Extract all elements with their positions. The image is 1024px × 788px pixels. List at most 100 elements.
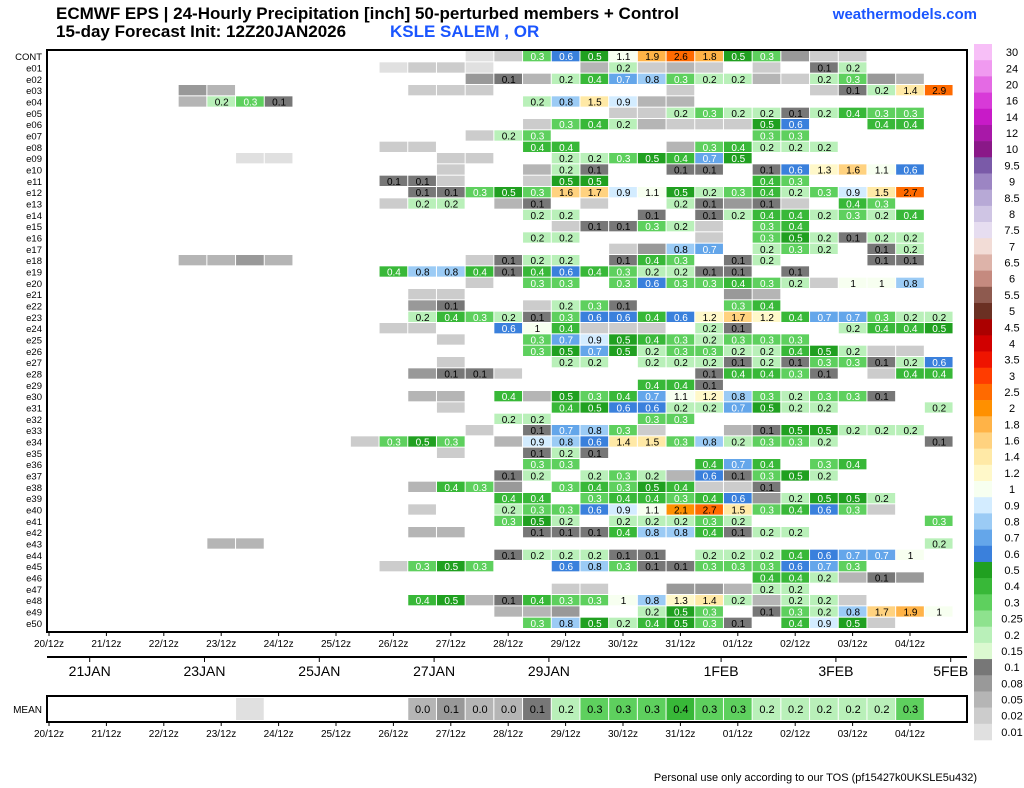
cell-value-label: 0.3 bbox=[760, 438, 774, 449]
heatmap-cell: 0.1 bbox=[924, 436, 953, 449]
date-label: 21JAN bbox=[69, 663, 111, 679]
cell-value-label: 0.2 bbox=[416, 200, 430, 211]
colorbar-label: 8 bbox=[1009, 209, 1015, 221]
heatmap-cell: 0.1 bbox=[723, 255, 752, 267]
heatmap-cell: 0.2 bbox=[609, 617, 637, 630]
heatmap-cell: 0.6 bbox=[609, 402, 637, 415]
heatmap-cell: 0.1 bbox=[695, 368, 723, 381]
heatmap-cell bbox=[781, 73, 810, 84]
heatmap-cell: 0.3 bbox=[494, 515, 523, 528]
cell-value-label: 0.2 bbox=[617, 120, 631, 131]
cell-value-label: 0.2 bbox=[932, 404, 946, 415]
colorbar-label: 2 bbox=[1009, 403, 1015, 415]
heatmap-cell: 1.2 bbox=[695, 391, 723, 403]
brand-link[interactable]: weathermodels.com bbox=[832, 6, 977, 23]
heatmap-cell: 0.1 bbox=[723, 470, 752, 483]
cell-value-label: 0.5 bbox=[731, 154, 745, 165]
cell-value-label: 0.7 bbox=[846, 313, 860, 324]
cell-value-label: 0.2 bbox=[731, 517, 745, 528]
cell-value-label: 0.4 bbox=[760, 211, 774, 222]
cell-value-label: 0.2 bbox=[559, 517, 573, 528]
cell-value-label: 0.1 bbox=[760, 608, 774, 619]
heatmap-cell: 1 bbox=[924, 606, 953, 619]
colorbar-label: 9.5 bbox=[1004, 160, 1019, 172]
cell-value-label: 0.5 bbox=[588, 404, 602, 415]
heatmap-cell: 0.3 bbox=[752, 561, 781, 573]
member-label: e30 bbox=[26, 392, 42, 403]
heatmap-cell: 0.4 bbox=[637, 493, 666, 505]
heatmap-cell: 1.4 bbox=[896, 85, 924, 97]
cell-value-label: 0.3 bbox=[559, 483, 573, 494]
heatmap-cell: 0.3 bbox=[695, 561, 723, 573]
cell-value-label: 0.2 bbox=[588, 358, 602, 369]
heatmap-cell bbox=[637, 243, 666, 254]
member-label: e18 bbox=[26, 256, 42, 267]
heatmap-cell: 0.7 bbox=[838, 311, 867, 324]
cell-value-label: 0.1 bbox=[875, 392, 889, 403]
heatmap-cell: 0.9 bbox=[580, 334, 609, 347]
cell-value-label: 0.3 bbox=[617, 279, 631, 290]
heatmap-cell bbox=[523, 73, 551, 84]
heatmap-cell bbox=[781, 51, 810, 62]
heatmap-cell: 0.2 bbox=[752, 583, 781, 596]
cell-value-label: 0.8 bbox=[559, 438, 573, 449]
heatmap-cell: 0.4 bbox=[781, 221, 810, 233]
cell-value-label: 0.3 bbox=[387, 438, 401, 449]
heatmap-cell: 1.1 bbox=[666, 391, 695, 403]
heatmap-cell: 0.2 bbox=[781, 277, 810, 290]
cell-value-label: 0.2 bbox=[789, 392, 803, 403]
cell-value-label: 0.2 bbox=[559, 166, 573, 177]
cell-value-label: 0.2 bbox=[760, 585, 774, 596]
heatmap-cell: 0.3 bbox=[695, 345, 723, 358]
cell-value-label: 0.5 bbox=[617, 336, 631, 347]
heatmap-cell bbox=[637, 96, 666, 107]
heatmap-cell bbox=[207, 85, 236, 96]
cell-value-label: 0.3 bbox=[760, 392, 774, 403]
heatmap-cell: 0.5 bbox=[752, 402, 781, 415]
colorbar-swatch bbox=[974, 529, 992, 547]
heatmap-cell bbox=[350, 436, 379, 447]
heatmap-cell: 0.8 bbox=[436, 266, 465, 279]
cell-value-label: 0.3 bbox=[789, 608, 803, 619]
cell-value-label: 0.3 bbox=[731, 188, 745, 199]
heatmap-cell: 0.3 bbox=[666, 277, 695, 290]
cell-value-label: 0.3 bbox=[789, 336, 803, 347]
heatmap-cell: 0.1 bbox=[723, 617, 752, 630]
heatmap-cell: 0.1 bbox=[867, 391, 896, 403]
heatmap-cell: 0.6 bbox=[810, 504, 838, 517]
cell-value-label: 0.3 bbox=[789, 438, 803, 449]
heatmap-cell bbox=[436, 334, 465, 345]
cell-value-label: 0.4 bbox=[760, 460, 774, 471]
heatmap-cell: 0.3 bbox=[723, 561, 752, 573]
cell-value-label: 0.4 bbox=[789, 211, 803, 222]
heatmap-cell: 0.1 bbox=[695, 164, 723, 177]
heatmap-cell: 0.3 bbox=[523, 277, 551, 290]
cell-value-label: 0.6 bbox=[904, 166, 918, 177]
heatmap-cell: 0.3 bbox=[752, 470, 781, 483]
heatmap-cell bbox=[236, 255, 264, 266]
cell-value-label: 0.3 bbox=[875, 313, 889, 324]
heatmap-cell: 0.5 bbox=[810, 425, 838, 437]
heatmap-cell: 0.4 bbox=[637, 617, 666, 630]
cell-value-label: 0.3 bbox=[760, 562, 774, 573]
x-tick-label: 03/12z bbox=[838, 639, 868, 650]
heatmap-cell: 1 bbox=[523, 323, 551, 335]
heatmap-cell: 0.2 bbox=[494, 504, 523, 517]
member-label: e36 bbox=[26, 460, 42, 471]
heatmap-cell: 0.1 bbox=[609, 549, 637, 562]
heatmap-cell: 0.8 bbox=[637, 73, 666, 86]
x-tick-label: 22/12z bbox=[149, 639, 179, 650]
mean-value-label: 0.0 bbox=[501, 704, 516, 716]
heatmap-cell: 0.8 bbox=[580, 425, 609, 437]
colorbar-label: 4 bbox=[1009, 338, 1015, 350]
mean-value-label: 0.3 bbox=[702, 704, 717, 716]
heatmap-cell: 0.2 bbox=[523, 470, 551, 483]
cell-value-label: 0.1 bbox=[530, 426, 544, 437]
cell-value-label: 0.5 bbox=[645, 154, 659, 165]
colorbar-swatch bbox=[974, 157, 992, 174]
mean-label: MEAN bbox=[13, 705, 42, 716]
cell-value-label: 0.7 bbox=[645, 392, 659, 403]
heatmap-cell: 0.5 bbox=[436, 595, 465, 607]
heatmap-cell: 0.2 bbox=[781, 595, 810, 607]
